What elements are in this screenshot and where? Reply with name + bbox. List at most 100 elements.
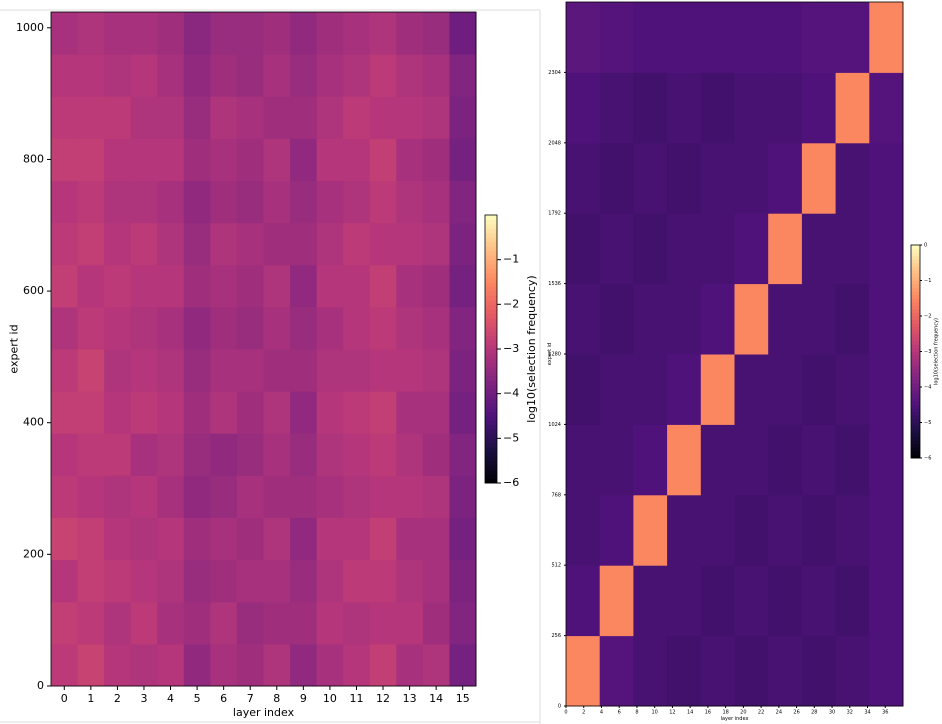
heatmap-cell [768,2,803,73]
y-tick-label: 2304 [548,70,561,76]
heatmap-cell [263,559,291,603]
heatmap-cell [869,424,904,496]
heatmap-cell [343,433,371,476]
heatmap-cell [599,635,634,707]
heatmap-cell [263,180,291,224]
heatmap-cell [77,517,105,561]
x-tick-label: 11 [349,692,363,705]
heatmap-cell [566,424,601,496]
heatmap-cell [51,222,79,266]
heatmap-cell [566,72,601,144]
heatmap-cell [290,559,318,603]
colorbar-segment [485,456,497,462]
heatmap-cell [449,264,477,308]
y-tick-label: 2048 [548,140,561,146]
heatmap-cell [263,433,291,476]
y-tick-label: 1536 [548,281,561,287]
colorbar-segment [485,402,497,408]
heatmap-cell [396,643,424,687]
heatmap-cell [396,349,424,392]
heatmap-cell [633,354,668,425]
colorbar-segment [911,326,920,331]
y-tick-label: 1000 [16,21,44,34]
heatmap-cell [104,643,132,687]
heatmap-cell [801,2,837,73]
heatmap-cell [104,306,132,350]
heatmap-cell [157,12,185,55]
colorbar-segment [911,372,920,377]
x-tick-label: 0 [61,692,68,705]
colorbar-segment [911,351,920,356]
heatmap-cell [316,264,344,308]
heatmap-cell [130,138,158,181]
colorbar-tick-label: −3 [503,342,519,355]
heatmap-cell [566,635,601,707]
colorbar-segment [485,304,497,310]
colorbar-tick-label: −4 [503,387,519,400]
heatmap-cell [104,12,132,55]
heatmap-cell [422,96,450,139]
y-tick-label: 512 [551,563,561,569]
heatmap-cell [801,354,837,425]
heatmap-cell [316,12,344,55]
heatmap-cell [51,349,79,392]
colorbar-tick-label: −1 [924,278,931,284]
heatmap-cell [51,12,79,55]
colorbar-segment [911,429,920,434]
colorbar-segment [485,326,497,332]
colorbar-segment [485,469,497,475]
x-axis-label: layer index [721,716,749,722]
heatmap-cell [51,643,79,687]
x-tick-label: 2 [582,710,585,716]
colorbar-segment [911,379,920,384]
heatmap-cell [734,565,769,637]
heatmap-cell [449,54,477,97]
heatmap-cell [130,12,158,55]
x-tick-label: 34 [864,710,870,716]
heatmap-cell [599,2,634,73]
heatmap-cell [316,306,344,350]
colorbar-segment [485,447,497,453]
heatmap-cell [343,138,371,181]
colorbar-segment [911,319,920,324]
colorbar-segment [911,298,920,303]
heatmap-cell [343,475,371,518]
heatmap-cell [801,635,837,707]
heatmap-cell [396,475,424,518]
heatmap-cell [422,475,450,518]
heatmap-cell [369,391,397,434]
colorbar-segment [911,287,920,292]
colorbar-segment [485,246,497,252]
heatmap-cell [316,391,344,434]
heatmap-cell [183,433,211,476]
heatmap-cell [263,12,291,55]
colorbar-segment [485,465,497,471]
heatmap-cell [599,494,634,566]
colorbar-segment [911,387,920,392]
heatmap-cell [801,494,837,566]
x-tick-label: 12 [669,710,675,716]
colorbar-segment [485,366,497,372]
heatmap-cell [210,306,238,350]
heatmap-cell [263,601,291,645]
heatmap-cell [263,475,291,518]
heatmap-cell [183,349,211,392]
heatmap-cell [566,354,601,425]
heatmap-cell [369,559,397,603]
y-axis-label: expert id [8,324,21,373]
heatmap-cell [130,222,158,266]
heatmap-cell [700,213,735,285]
heatmap-cell [343,391,371,434]
heatmap-cell [422,391,450,434]
heatmap-cell [422,559,450,603]
heatmap-cell [768,494,803,566]
heatmap-cell [449,96,477,139]
heatmap-cell [210,222,238,266]
colorbar-segment [911,266,920,271]
heatmap-cell [422,222,450,266]
heatmap-cell [835,283,870,355]
heatmap-cell [396,433,424,476]
heatmap-cell [316,643,344,687]
heatmap-cell [700,635,735,707]
